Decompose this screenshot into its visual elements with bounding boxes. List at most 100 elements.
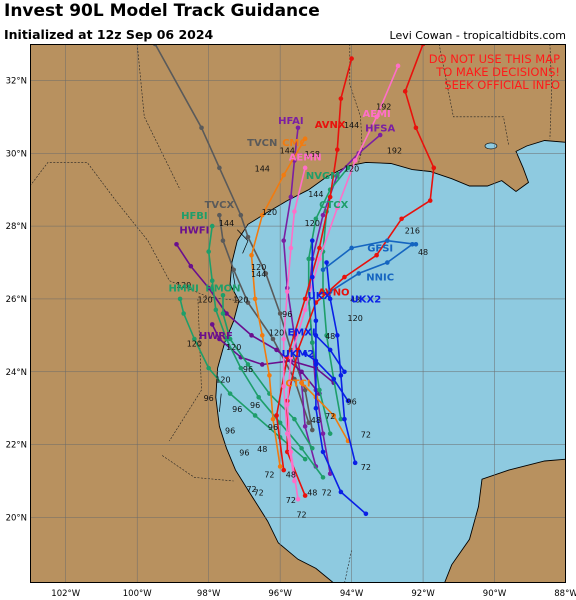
track-point <box>299 369 304 375</box>
track-point <box>335 147 340 152</box>
model-label-hwfi: HWFI <box>179 225 209 236</box>
track-line-gfsi <box>322 239 416 271</box>
model-label-hfsa: HFSA <box>365 123 395 134</box>
page-title: Invest 90L Model Track Guidance <box>4 1 320 21</box>
track-point <box>206 365 211 371</box>
track-point <box>306 256 312 262</box>
track-point <box>309 274 315 280</box>
track-point <box>309 445 315 451</box>
track-point <box>263 271 269 276</box>
warning-line: DO NOT USE THIS MAP <box>428 52 560 66</box>
model-label-avnx: AVNX <box>315 120 346 131</box>
lake-pontchartrain <box>484 142 498 150</box>
track-point <box>238 212 244 218</box>
track-point <box>338 489 344 495</box>
lat-tick-label: 28°N <box>6 222 27 232</box>
model-label-ukm2: UKM2 <box>282 349 315 360</box>
track-point <box>335 333 340 338</box>
track-point <box>277 464 283 469</box>
model-label-aemi: AEMI <box>362 109 390 120</box>
forecast-hour-label: 72 <box>321 489 331 498</box>
forecast-hour-label: 96 <box>204 394 214 403</box>
track-point <box>281 467 287 473</box>
track-point <box>192 336 197 342</box>
track-point <box>374 252 379 258</box>
forecast-hour-label: 48 <box>286 470 296 479</box>
map-panel[interactable]: 168 144 144 144 144 144 144 192 192 216 120 120 120 1… <box>30 44 566 583</box>
track-point <box>313 216 319 222</box>
lon-tick-label: 98°W <box>197 589 221 599</box>
model-label-cmc: CMC <box>282 138 307 149</box>
forecast-hour-label: 96 <box>282 310 292 319</box>
track-point <box>320 267 326 273</box>
track-point <box>284 449 290 455</box>
track-point <box>335 172 340 178</box>
track-point <box>385 238 390 243</box>
track-point <box>402 89 408 94</box>
track-point <box>217 212 222 218</box>
map-border <box>30 44 566 583</box>
track-point <box>327 471 333 477</box>
track-line-tvcn <box>154 44 314 431</box>
track-point <box>267 373 272 378</box>
track-point <box>342 416 347 422</box>
track-point <box>309 427 315 433</box>
forecast-hour-label: 96 <box>243 365 253 374</box>
track-point <box>181 311 186 316</box>
track-point <box>292 209 297 214</box>
track-point <box>249 333 254 338</box>
border-line <box>349 44 363 163</box>
map-canvas[interactable]: 168 144 144 144 144 144 144 192 192 216 120 120 120 1… <box>30 44 566 583</box>
border-line <box>549 44 553 139</box>
track-point <box>217 165 222 171</box>
track-point <box>356 271 362 276</box>
track-point <box>288 245 294 251</box>
model-label-ctci: CTCI <box>285 378 310 389</box>
track-point <box>174 242 179 247</box>
barrier-island <box>237 229 249 254</box>
track-point <box>302 493 308 498</box>
forecast-hour-label: 96 <box>250 401 260 410</box>
border-line <box>169 298 202 442</box>
forecast-hour-label: 72 <box>254 489 264 498</box>
forecast-hour-label: 96 <box>232 405 242 414</box>
track-point <box>302 136 308 141</box>
track-point <box>252 296 258 302</box>
track-point <box>313 358 319 364</box>
track-line-ukm2 <box>304 352 349 402</box>
forecast-hour-label: 120 <box>269 328 284 337</box>
track-point <box>220 238 226 243</box>
lat-tick-label: 32°N <box>6 76 27 86</box>
forecast-hour-label: 96 <box>225 427 235 436</box>
forecast-hour-label: 48 <box>418 248 428 257</box>
model-label-ukx2: UKX2 <box>351 295 382 306</box>
track-point <box>220 311 226 316</box>
track-point <box>413 242 419 247</box>
track-point <box>220 292 226 298</box>
model-label-nvgm: NVGM <box>306 171 340 182</box>
track-point <box>245 234 251 240</box>
track-point <box>352 460 358 466</box>
track-point <box>306 420 312 426</box>
track-point <box>327 431 333 436</box>
forecast-hour-label: 96 <box>347 398 357 407</box>
track-point <box>224 336 229 342</box>
track-point <box>317 245 322 251</box>
track-point <box>259 333 265 338</box>
lon-tick-label: 102°W <box>51 589 80 599</box>
forecast-hour-label: 48 <box>307 489 317 498</box>
track-point <box>188 263 194 269</box>
forecast-hour-label: 72 <box>361 463 371 472</box>
track-point <box>206 285 211 291</box>
track-point <box>292 376 297 382</box>
track-point <box>277 420 283 426</box>
track-point <box>270 336 276 342</box>
forecast-hour-label: 72 <box>296 510 306 519</box>
track-point <box>281 238 287 243</box>
border-line <box>162 455 234 482</box>
track-point <box>327 194 333 200</box>
track-point <box>331 376 337 382</box>
forecast-hour-label: 216 <box>405 226 420 235</box>
lon-tick-label: 96°W <box>268 589 292 599</box>
track-point <box>245 362 251 367</box>
